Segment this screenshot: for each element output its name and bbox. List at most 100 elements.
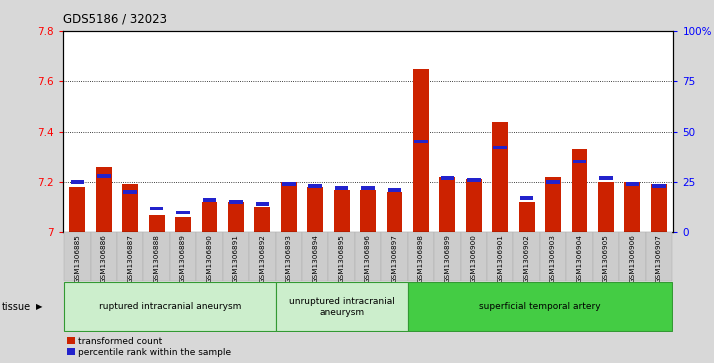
Bar xyxy=(175,217,191,232)
Bar xyxy=(307,187,323,232)
FancyBboxPatch shape xyxy=(302,232,328,281)
Bar xyxy=(571,149,588,232)
Bar xyxy=(651,184,667,232)
FancyBboxPatch shape xyxy=(223,232,249,281)
Bar xyxy=(228,202,244,232)
Bar xyxy=(149,215,164,232)
Bar xyxy=(333,189,350,232)
Bar xyxy=(413,69,429,232)
Text: GSM1306901: GSM1306901 xyxy=(497,234,503,283)
Bar xyxy=(97,174,111,178)
Bar xyxy=(201,202,218,232)
Text: GSM1306904: GSM1306904 xyxy=(576,234,583,283)
Bar xyxy=(545,177,561,232)
FancyBboxPatch shape xyxy=(513,232,540,281)
Bar xyxy=(150,207,164,210)
Text: unruptured intracranial
aneurysm: unruptured intracranial aneurysm xyxy=(288,297,395,317)
Bar xyxy=(96,167,111,232)
Text: superficial temporal artery: superficial temporal artery xyxy=(479,302,600,311)
Text: GSM1306902: GSM1306902 xyxy=(523,234,530,283)
Text: GSM1306890: GSM1306890 xyxy=(206,234,213,283)
FancyBboxPatch shape xyxy=(566,232,593,281)
FancyBboxPatch shape xyxy=(91,232,117,281)
Text: GSM1306886: GSM1306886 xyxy=(101,234,107,283)
Text: GSM1306892: GSM1306892 xyxy=(259,234,266,283)
FancyBboxPatch shape xyxy=(434,232,461,281)
FancyBboxPatch shape xyxy=(117,232,144,281)
Bar xyxy=(439,177,456,232)
Bar xyxy=(466,179,482,232)
FancyBboxPatch shape xyxy=(276,232,302,281)
Text: GSM1306897: GSM1306897 xyxy=(391,234,398,283)
Bar xyxy=(335,186,348,189)
Text: GSM1306907: GSM1306907 xyxy=(655,234,662,283)
Bar xyxy=(308,184,322,188)
FancyBboxPatch shape xyxy=(64,232,91,281)
FancyBboxPatch shape xyxy=(619,232,645,281)
Text: GSM1306895: GSM1306895 xyxy=(338,234,345,283)
FancyBboxPatch shape xyxy=(144,232,170,281)
Bar xyxy=(386,192,403,232)
Bar xyxy=(652,184,665,188)
FancyBboxPatch shape xyxy=(196,232,223,281)
Bar xyxy=(625,182,640,232)
Text: GSM1306893: GSM1306893 xyxy=(286,234,292,283)
Bar xyxy=(573,160,586,163)
Bar xyxy=(282,182,296,185)
FancyBboxPatch shape xyxy=(355,232,381,281)
Bar xyxy=(361,186,375,189)
Bar xyxy=(518,202,535,232)
FancyBboxPatch shape xyxy=(64,282,276,331)
Bar xyxy=(467,178,481,182)
Bar xyxy=(546,180,560,184)
Text: GSM1306887: GSM1306887 xyxy=(127,234,134,283)
Bar xyxy=(254,207,271,232)
Bar xyxy=(625,182,639,185)
Bar xyxy=(122,184,138,232)
Text: tissue: tissue xyxy=(2,302,31,312)
Bar xyxy=(388,188,401,192)
FancyBboxPatch shape xyxy=(593,232,619,281)
Text: GSM1306905: GSM1306905 xyxy=(603,234,609,283)
Text: GSM1306891: GSM1306891 xyxy=(233,234,239,283)
Text: GSM1306899: GSM1306899 xyxy=(444,234,451,283)
Bar xyxy=(599,176,613,180)
Text: GSM1306888: GSM1306888 xyxy=(154,234,160,283)
Bar xyxy=(414,140,428,143)
FancyBboxPatch shape xyxy=(328,232,355,281)
Bar xyxy=(69,187,85,232)
Text: GSM1306896: GSM1306896 xyxy=(365,234,371,283)
FancyBboxPatch shape xyxy=(645,232,672,281)
Bar xyxy=(203,199,216,202)
Bar xyxy=(360,189,376,232)
FancyBboxPatch shape xyxy=(408,282,672,331)
Text: GSM1306889: GSM1306889 xyxy=(180,234,186,283)
FancyBboxPatch shape xyxy=(540,232,566,281)
Text: GSM1306906: GSM1306906 xyxy=(629,234,635,283)
Bar xyxy=(493,146,507,149)
Text: GSM1306898: GSM1306898 xyxy=(418,234,424,283)
Bar xyxy=(520,196,533,200)
Text: ruptured intracranial aneurysm: ruptured intracranial aneurysm xyxy=(99,302,241,311)
FancyBboxPatch shape xyxy=(461,232,487,281)
Bar xyxy=(256,203,269,206)
Text: GSM1306900: GSM1306900 xyxy=(471,234,477,283)
Bar xyxy=(229,200,243,204)
Bar xyxy=(281,182,297,232)
Bar xyxy=(124,190,137,194)
Text: GSM1306894: GSM1306894 xyxy=(312,234,318,283)
Legend: transformed count, percentile rank within the sample: transformed count, percentile rank withi… xyxy=(67,337,231,357)
FancyBboxPatch shape xyxy=(170,232,196,281)
FancyBboxPatch shape xyxy=(276,282,408,331)
Text: ▶: ▶ xyxy=(36,302,42,311)
FancyBboxPatch shape xyxy=(408,232,434,281)
FancyBboxPatch shape xyxy=(381,232,408,281)
Text: GSM1306885: GSM1306885 xyxy=(74,234,81,283)
FancyBboxPatch shape xyxy=(487,232,513,281)
Bar xyxy=(71,180,84,184)
Bar xyxy=(441,176,454,180)
Text: GSM1306903: GSM1306903 xyxy=(550,234,556,283)
FancyBboxPatch shape xyxy=(249,232,276,281)
Text: GDS5186 / 32023: GDS5186 / 32023 xyxy=(63,13,167,26)
Bar xyxy=(176,211,190,214)
